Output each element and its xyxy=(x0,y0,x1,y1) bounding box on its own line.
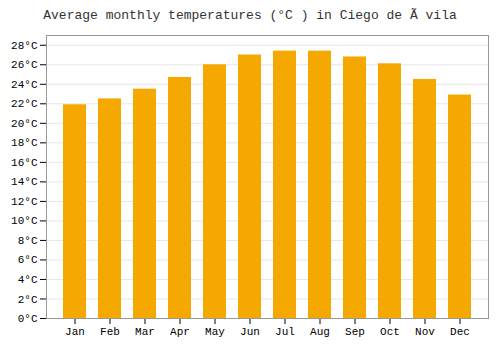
svg-text:26°C: 26°C xyxy=(11,59,38,71)
svg-text:Dec: Dec xyxy=(450,326,470,338)
html-text:Average monthly temperatures (: Average monthly temperatures (°C ) in Ci… xyxy=(43,8,457,23)
svg-text:24°C: 24°C xyxy=(11,79,38,91)
svg-text:16°C: 16°C xyxy=(11,157,38,169)
svg-text:22°C: 22°C xyxy=(11,98,38,110)
svg-text:20°C: 20°C xyxy=(11,118,38,130)
svg-text:Oct: Oct xyxy=(380,326,400,338)
svg-text:Sep: Sep xyxy=(345,326,365,338)
svg-text:Mar: Mar xyxy=(135,326,155,338)
svg-text:Jul: Jul xyxy=(275,326,295,338)
svg-text:8°C: 8°C xyxy=(18,235,38,247)
svg-text:4°C: 4°C xyxy=(18,274,38,286)
svg-text:18°C: 18°C xyxy=(11,137,38,149)
svg-text:May: May xyxy=(205,326,225,338)
svg-text:12°C: 12°C xyxy=(11,196,38,208)
svg-text:10°C: 10°C xyxy=(11,215,38,227)
svg-text:Apr: Apr xyxy=(170,326,190,338)
svg-text:14°C: 14°C xyxy=(11,176,38,188)
svg-text:0°C: 0°C xyxy=(18,313,38,325)
svg-text:Aug: Aug xyxy=(310,326,330,338)
svg-text:2°C: 2°C xyxy=(18,294,38,306)
svg-text:6°C: 6°C xyxy=(18,254,38,266)
svg-text:Feb: Feb xyxy=(100,326,120,338)
svg-text:28°C: 28°C xyxy=(11,40,38,52)
svg-text:Nov: Nov xyxy=(415,326,435,338)
svg-text:Jun: Jun xyxy=(240,326,260,338)
svg-text:Jan: Jan xyxy=(65,326,85,338)
